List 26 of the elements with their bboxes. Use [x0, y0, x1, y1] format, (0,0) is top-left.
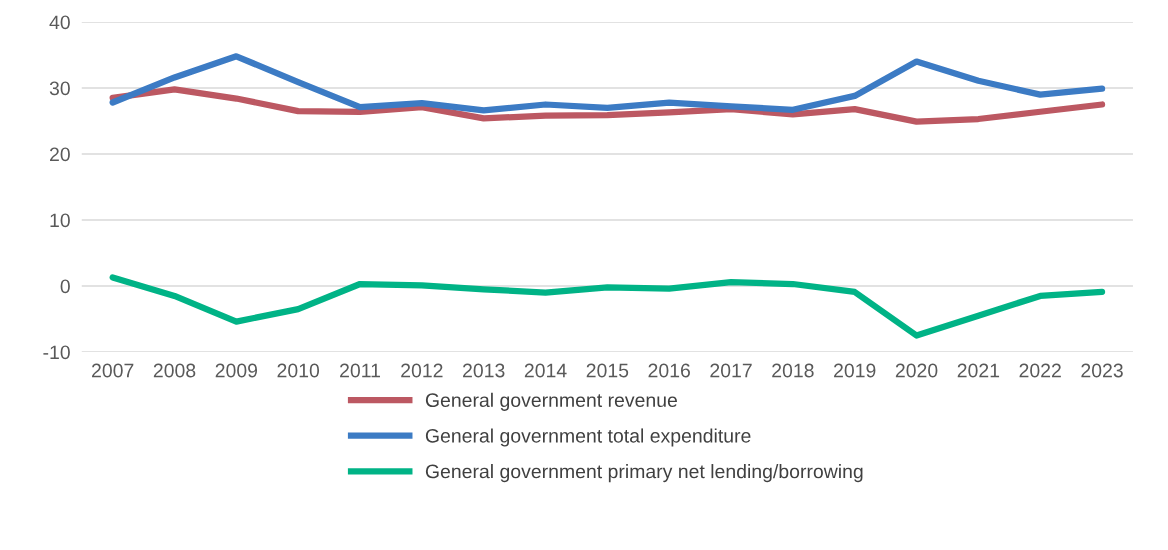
x-tick-label: 2015: [586, 363, 629, 378]
x-tick-label: 2022: [1019, 363, 1061, 378]
x-tick-label: 2016: [648, 363, 690, 378]
x-tick-label: 2021: [957, 363, 1000, 378]
legend-label: General government total expenditure: [425, 428, 751, 447]
x-tick-label: 2013: [463, 363, 505, 378]
x-tick-label: 2011: [340, 363, 380, 378]
x-tick-label: 2007: [92, 363, 134, 378]
y-tick-label: 20: [50, 147, 70, 162]
x-tick-label: 2018: [772, 363, 814, 378]
x-tick-label: 2010: [277, 363, 320, 378]
y-tick-label: -10: [43, 345, 70, 360]
x-tick-label: 2009: [215, 363, 258, 378]
y-tick-label: 10: [50, 213, 70, 228]
x-tick-label: 2014: [524, 363, 567, 378]
x-tick-label: 2012: [401, 363, 443, 378]
x-tick-label: 2023: [1081, 363, 1123, 378]
legend-label: General government primary net lending/borrowing: [425, 464, 863, 483]
y-tick-label: 30: [49, 81, 70, 96]
x-tick-label: 2019: [834, 363, 876, 378]
y-tick-label: 0: [60, 279, 70, 294]
legend-label: General government revenue: [425, 392, 677, 411]
x-tick-label: 2008: [153, 363, 196, 378]
x-tick-label: 2020: [895, 363, 938, 378]
x-tick-label: 2017: [710, 363, 752, 378]
y-tick-label: 40: [49, 15, 70, 30]
